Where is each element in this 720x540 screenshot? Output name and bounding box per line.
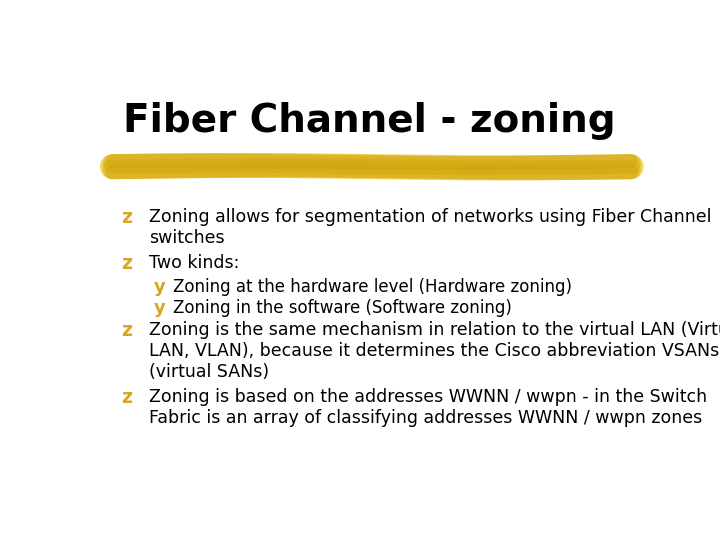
Text: Zoning is based on the addresses WWNN / wwpn - in the Switch: Zoning is based on the addresses WWNN / … bbox=[148, 388, 707, 406]
Text: Two kinds:: Two kinds: bbox=[148, 254, 239, 272]
Text: Zoning allows for segmentation of networks using Fiber Channel: Zoning allows for segmentation of networ… bbox=[148, 208, 711, 226]
Text: Zoning is the same mechanism in relation to the virtual LAN (Virtual: Zoning is the same mechanism in relation… bbox=[148, 321, 720, 339]
Text: Zoning in the software (Software zoning): Zoning in the software (Software zoning) bbox=[173, 299, 511, 318]
Text: z: z bbox=[121, 208, 132, 227]
Text: z: z bbox=[121, 388, 132, 407]
Text: Zoning at the hardware level (Hardware zoning): Zoning at the hardware level (Hardware z… bbox=[173, 278, 572, 296]
Text: LAN, VLAN), because it determines the Cisco abbreviation VSANs: LAN, VLAN), because it determines the Ci… bbox=[148, 342, 719, 360]
Text: y: y bbox=[154, 278, 166, 296]
Text: switches: switches bbox=[148, 230, 224, 247]
Text: Fiber Channel - zoning: Fiber Channel - zoning bbox=[122, 102, 616, 140]
Text: z: z bbox=[121, 321, 132, 340]
Text: (virtual SANs): (virtual SANs) bbox=[148, 363, 269, 381]
Text: Fabric is an array of classifying addresses WWNN / wwpn zones: Fabric is an array of classifying addres… bbox=[148, 409, 702, 427]
Text: y: y bbox=[154, 299, 166, 318]
Text: z: z bbox=[121, 254, 132, 273]
